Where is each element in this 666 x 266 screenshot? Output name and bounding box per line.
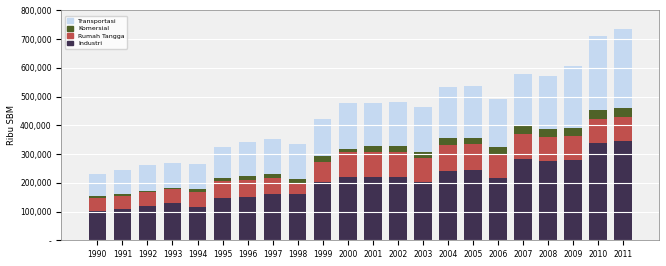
Bar: [114, 210, 131, 240]
Bar: [564, 66, 582, 128]
Bar: [114, 170, 131, 194]
Bar: [589, 119, 607, 143]
Bar: [239, 197, 256, 240]
Bar: [539, 129, 557, 136]
Bar: [139, 165, 157, 191]
Bar: [364, 146, 382, 152]
Bar: [564, 128, 582, 136]
Bar: [89, 196, 106, 198]
Bar: [139, 191, 157, 192]
Bar: [514, 126, 531, 134]
Bar: [214, 198, 231, 240]
Bar: [214, 147, 231, 178]
Bar: [614, 29, 632, 109]
Bar: [389, 152, 406, 177]
Bar: [539, 76, 557, 129]
Bar: [564, 160, 582, 240]
Bar: [339, 149, 356, 152]
Legend: Transportasi, Komersial, Rumah Tangga, Industri: Transportasi, Komersial, Rumah Tangga, I…: [65, 16, 127, 49]
Bar: [214, 181, 231, 198]
Bar: [264, 174, 282, 178]
Bar: [289, 183, 306, 194]
Bar: [239, 142, 256, 176]
Bar: [414, 107, 432, 152]
Bar: [589, 110, 607, 119]
Bar: [514, 134, 531, 159]
Bar: [439, 87, 457, 138]
Bar: [514, 159, 531, 240]
Bar: [389, 177, 406, 240]
Bar: [289, 144, 306, 179]
Bar: [89, 174, 106, 196]
Bar: [614, 117, 632, 142]
Bar: [464, 138, 482, 144]
Bar: [364, 177, 382, 240]
Bar: [89, 211, 106, 240]
Bar: [389, 102, 406, 146]
Bar: [490, 154, 507, 178]
Bar: [389, 146, 406, 152]
Bar: [239, 180, 256, 197]
Bar: [139, 192, 157, 206]
Bar: [490, 178, 507, 240]
Bar: [364, 152, 382, 177]
Bar: [539, 161, 557, 240]
Bar: [439, 138, 457, 145]
Bar: [164, 203, 181, 240]
Bar: [188, 164, 206, 189]
Bar: [188, 207, 206, 240]
Bar: [314, 182, 332, 240]
Bar: [339, 177, 356, 240]
Bar: [414, 158, 432, 182]
Bar: [264, 178, 282, 194]
Bar: [139, 206, 157, 240]
Bar: [490, 98, 507, 147]
Bar: [114, 196, 131, 210]
Bar: [414, 152, 432, 158]
Bar: [364, 103, 382, 146]
Bar: [214, 178, 231, 181]
Bar: [439, 145, 457, 171]
Bar: [339, 152, 356, 177]
Bar: [314, 156, 332, 161]
Bar: [188, 189, 206, 192]
Bar: [264, 194, 282, 240]
Bar: [589, 143, 607, 240]
Bar: [188, 192, 206, 207]
Bar: [614, 142, 632, 240]
Bar: [339, 103, 356, 149]
Bar: [89, 198, 106, 211]
Bar: [439, 171, 457, 240]
Bar: [464, 144, 482, 170]
Bar: [490, 147, 507, 154]
Bar: [114, 194, 131, 196]
Bar: [614, 109, 632, 117]
Bar: [514, 74, 531, 126]
Bar: [564, 136, 582, 160]
Bar: [464, 86, 482, 138]
Y-axis label: Ribu SBM: Ribu SBM: [7, 105, 16, 146]
Bar: [539, 136, 557, 161]
Bar: [289, 194, 306, 240]
Bar: [314, 119, 332, 156]
Bar: [414, 182, 432, 240]
Bar: [164, 163, 181, 188]
Bar: [289, 179, 306, 183]
Bar: [164, 189, 181, 203]
Bar: [314, 161, 332, 182]
Bar: [264, 139, 282, 174]
Bar: [589, 36, 607, 110]
Bar: [239, 176, 256, 180]
Bar: [464, 170, 482, 240]
